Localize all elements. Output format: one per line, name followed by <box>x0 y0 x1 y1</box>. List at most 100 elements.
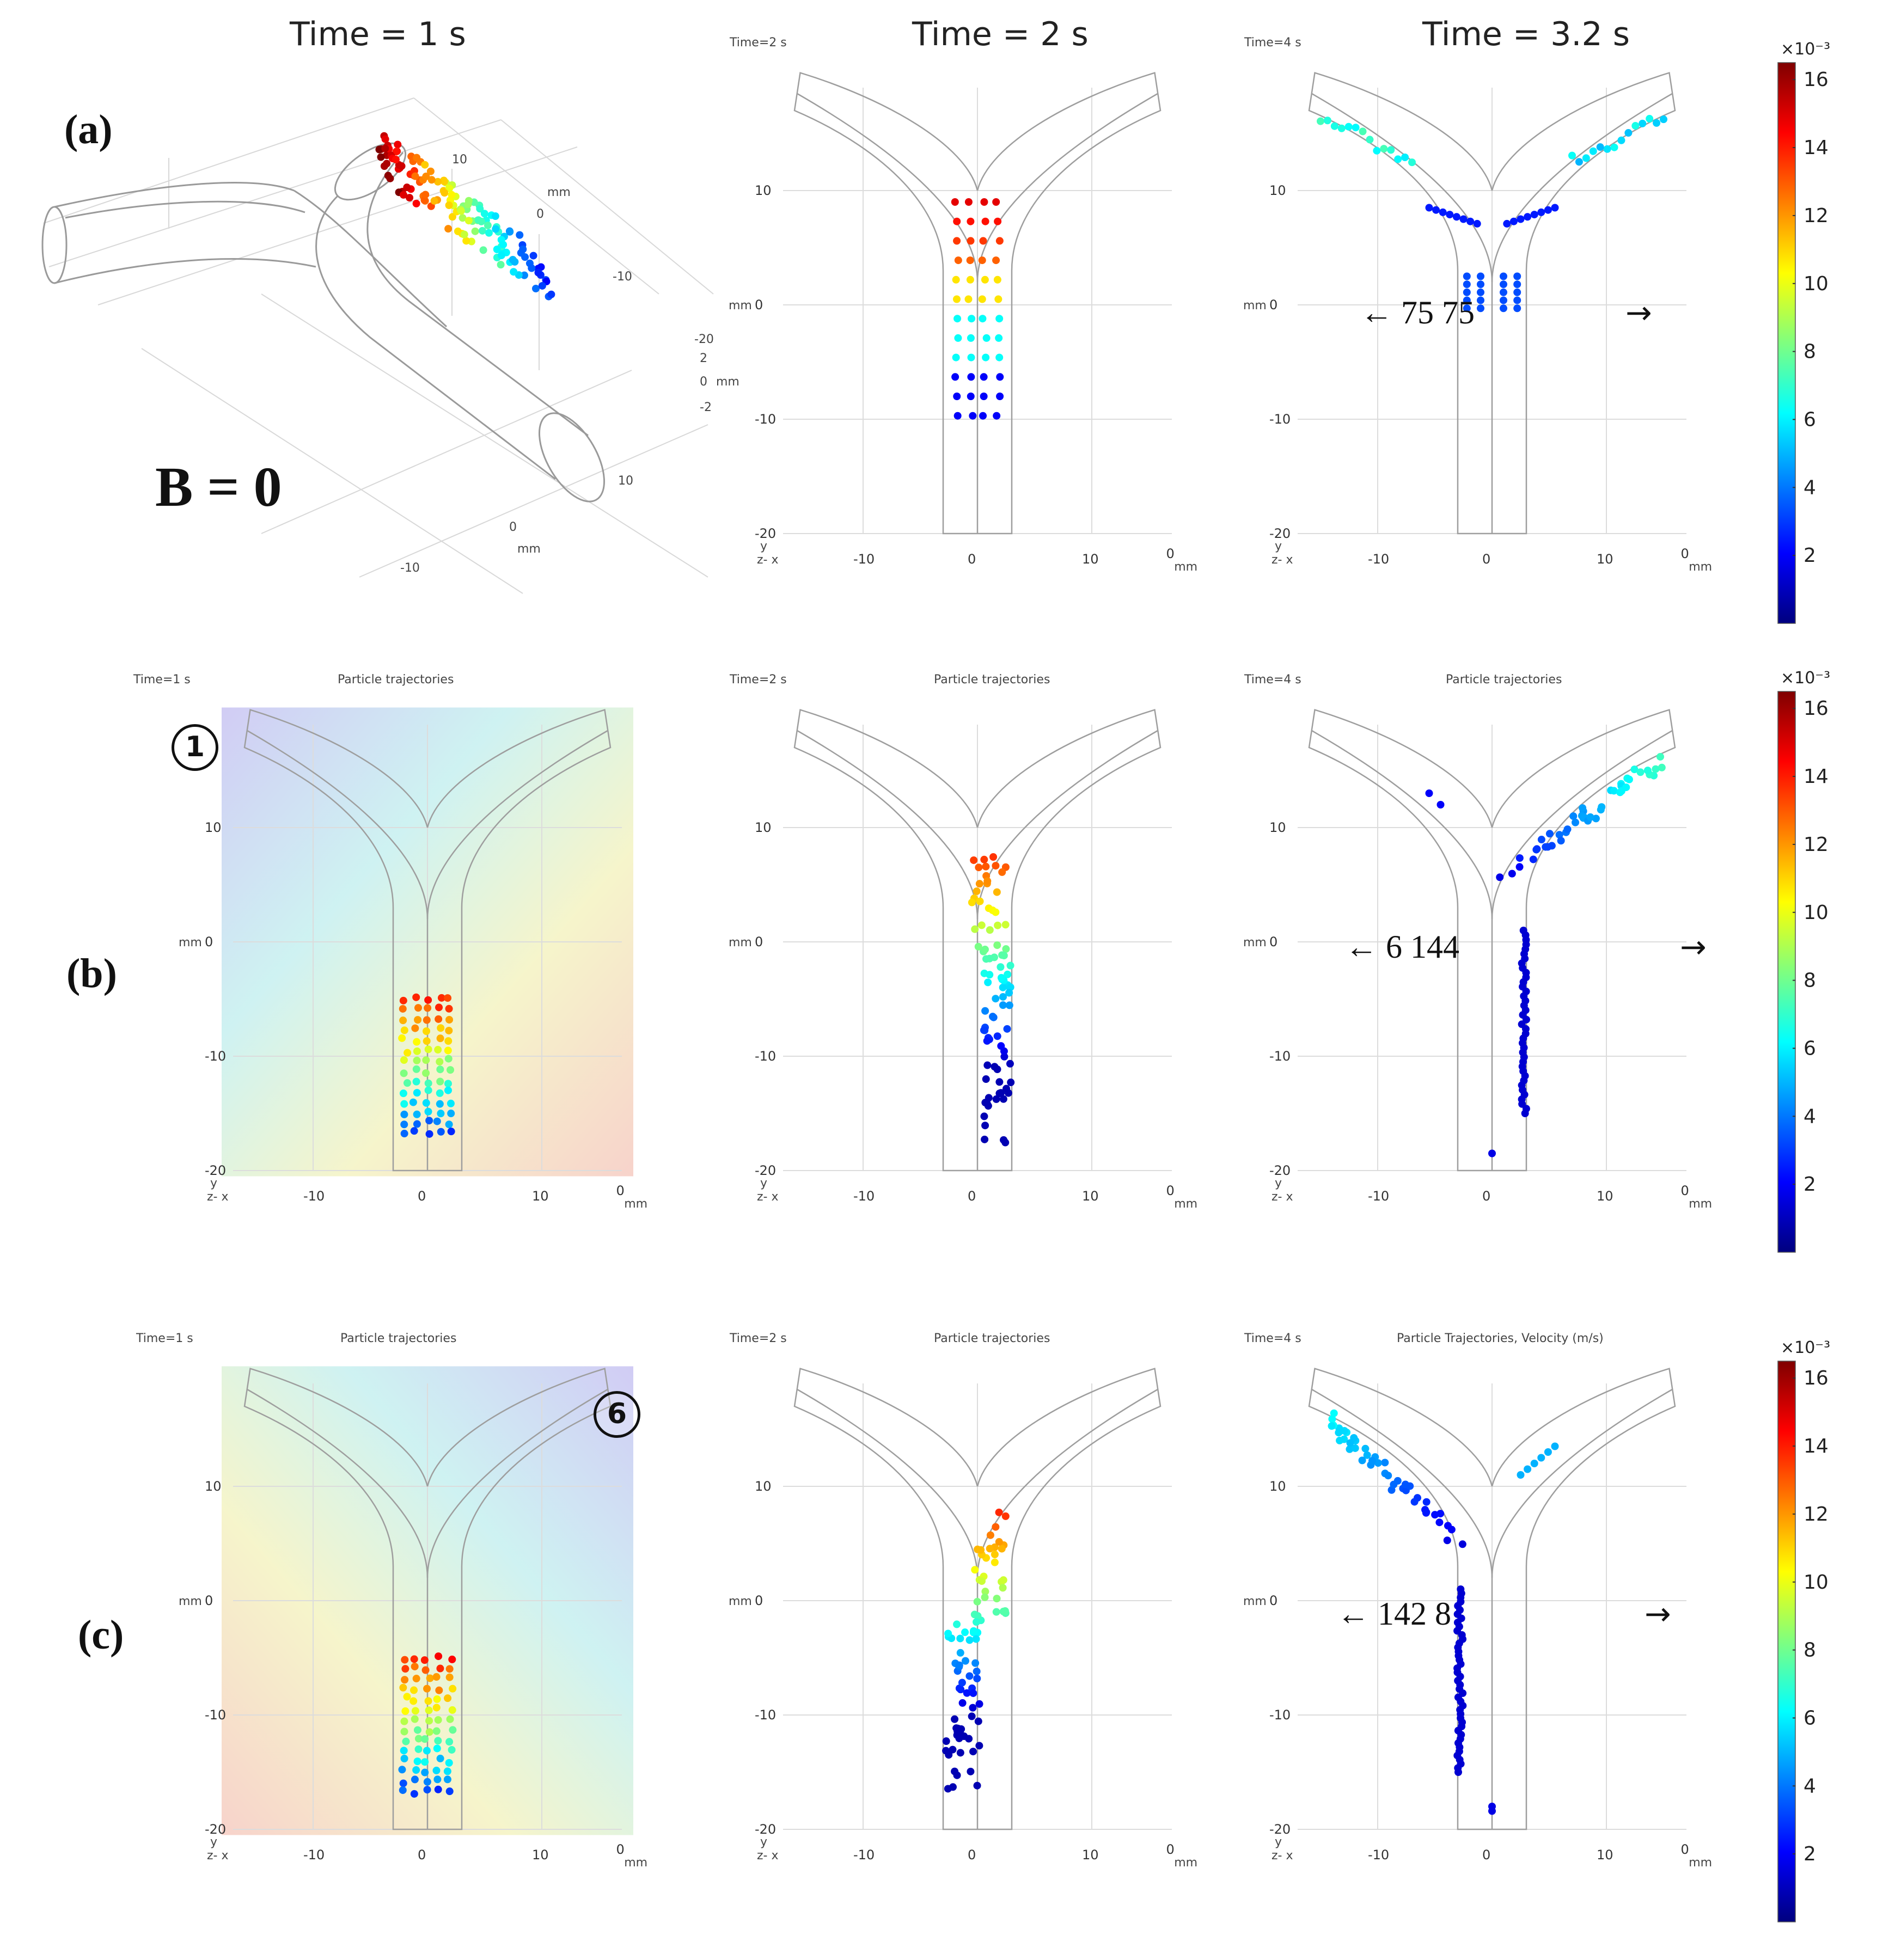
particle <box>410 1127 418 1135</box>
particle <box>992 198 1000 206</box>
colorbar-gradient <box>1777 691 1796 1253</box>
particle <box>425 1706 433 1714</box>
x-tick-label: 0 <box>418 1847 426 1863</box>
c1-time-label: Time=1 s <box>136 1332 193 1345</box>
particle <box>410 1686 418 1694</box>
particle <box>1466 217 1475 225</box>
annotation-c-right-arrow: → <box>1645 1595 1671 1632</box>
particle <box>410 1790 418 1798</box>
particle <box>963 1689 971 1697</box>
y-tick-label: 10 <box>755 1479 772 1494</box>
particle <box>1005 1001 1013 1009</box>
particle <box>1530 211 1538 219</box>
particle <box>1624 129 1633 137</box>
particle <box>427 176 436 184</box>
particle <box>1005 989 1013 997</box>
particle <box>400 1100 408 1108</box>
particle <box>421 1735 429 1743</box>
particle <box>1515 854 1524 862</box>
particle <box>981 1099 989 1107</box>
x-tick-label: 10 <box>532 1847 549 1863</box>
particle <box>980 393 988 400</box>
particle <box>462 237 470 245</box>
x-unit-label: mm <box>1689 1856 1712 1870</box>
particle <box>1500 288 1507 296</box>
particle <box>1368 1456 1377 1465</box>
particle <box>1639 119 1647 127</box>
particle <box>986 926 994 934</box>
particle <box>432 1673 441 1681</box>
particle <box>1653 119 1661 127</box>
colorbar-tick: 12 <box>1804 205 1829 227</box>
particle <box>433 1775 442 1784</box>
particle <box>992 256 1000 265</box>
particle <box>432 1727 441 1735</box>
particle <box>478 226 486 235</box>
particle <box>1537 208 1545 216</box>
particle <box>957 1725 965 1733</box>
particle <box>491 212 499 220</box>
colorbar-tick: 12 <box>1804 1503 1829 1526</box>
particle <box>401 1676 409 1684</box>
particle <box>1598 803 1606 811</box>
particle <box>1636 768 1645 776</box>
particle <box>973 1667 981 1675</box>
panel-a1-3d-view: 10 0 mm -10 -20 2 0 mm -2 10 0 mm -10 <box>41 97 739 594</box>
particle <box>404 1049 412 1057</box>
particle <box>1643 767 1652 775</box>
particle <box>423 1685 431 1693</box>
particle <box>996 393 1004 400</box>
particle <box>493 246 501 254</box>
particle <box>444 1086 452 1094</box>
annotation-c-value: 142 8 <box>1378 1596 1451 1632</box>
axis-triad-zx: z- x <box>207 1849 229 1863</box>
particle <box>516 231 524 239</box>
x-tick-label: 10 <box>532 1189 549 1204</box>
particle <box>1500 304 1507 313</box>
a1-tick-top-3: -10 <box>613 270 632 284</box>
c2-time-label: Time=2 s <box>729 1332 787 1345</box>
annotation-b-right-arrow: → <box>1680 928 1707 965</box>
particle <box>409 1098 417 1106</box>
particle <box>953 412 962 420</box>
annotation-a-right-arrow: → <box>1625 294 1652 331</box>
particle <box>445 184 454 192</box>
x-tick-label: 0 <box>968 552 976 567</box>
particle <box>1572 818 1580 826</box>
particle <box>982 862 990 871</box>
particle <box>411 1775 419 1784</box>
particle <box>437 1128 445 1136</box>
a1-tick-side-4: -2 <box>700 401 712 414</box>
particle <box>403 183 411 192</box>
particle <box>436 1664 444 1673</box>
annotation-c: ← 142 8 <box>1337 1595 1451 1633</box>
c3-title: Particle Trajectories, Velocity (m/s) <box>1397 1332 1604 1345</box>
particle <box>980 855 988 863</box>
particle <box>1630 765 1639 774</box>
particle <box>980 198 988 206</box>
particle <box>1366 136 1374 144</box>
particle <box>971 1566 979 1574</box>
particle <box>967 217 975 225</box>
particle <box>398 1034 406 1042</box>
particle <box>1007 1079 1015 1087</box>
y-tick-label: -20 <box>755 1822 776 1837</box>
particle <box>433 1695 441 1703</box>
particle <box>1317 117 1324 125</box>
annotation-a: ← 75 75 <box>1360 294 1475 332</box>
particle <box>400 1026 408 1034</box>
particle <box>457 207 465 215</box>
axis-triad-zx: z- x <box>207 1190 229 1204</box>
y-tick-label: -10 <box>755 412 776 427</box>
particle <box>538 281 546 290</box>
particle <box>999 983 1007 991</box>
x-tick-label: 0 <box>968 1847 976 1863</box>
particle <box>1002 945 1010 953</box>
particle <box>945 1751 953 1759</box>
colorbar-tick: 16 <box>1804 69 1829 91</box>
particle <box>992 1608 1000 1616</box>
particle <box>975 1700 983 1708</box>
particle <box>398 1766 406 1774</box>
annotation-c-left-arrow: ← <box>1337 1596 1370 1632</box>
